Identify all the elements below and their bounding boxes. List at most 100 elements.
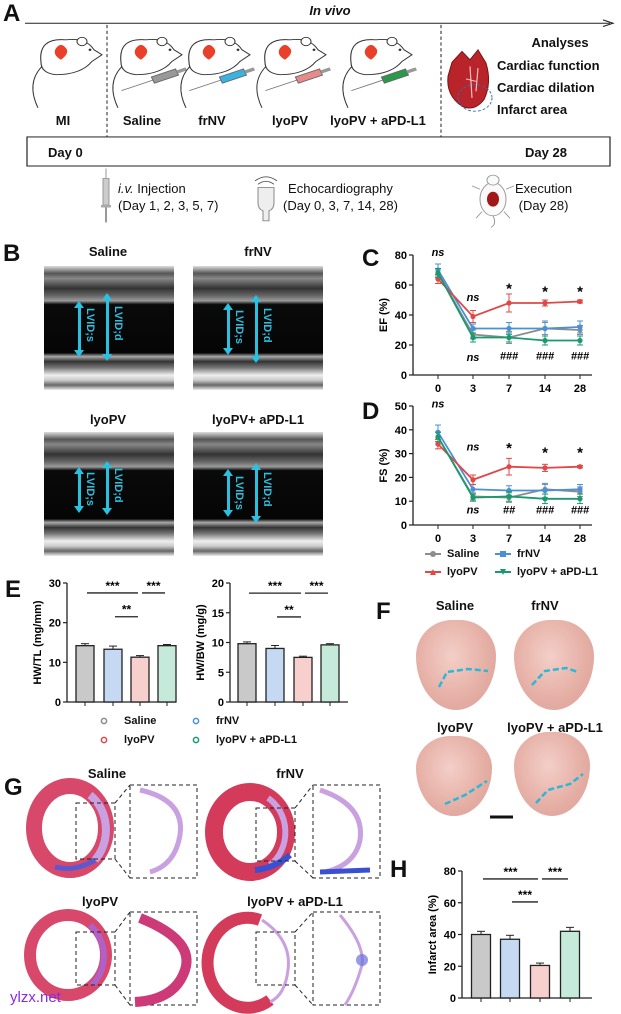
bar-frnv [265,644,285,706]
y-tick-label: 80 [395,250,407,262]
bar [559,930,581,999]
syringe-needle [351,79,384,92]
lvidd-label: LVID;d [112,306,124,341]
ultrasound-probe-icon [254,176,278,222]
heart-photo-frnv [514,620,594,710]
mouse-eye [88,48,92,51]
section-label-lyopv: lyoPV [81,894,119,909]
data-point [470,495,476,501]
bar-saline [470,930,492,1002]
x-tick-label: 3 [470,383,476,395]
mouse-ear [300,36,312,47]
y-tick-label: 20 [395,472,407,484]
mouse-injected-icon [112,36,188,109]
syringe-icon [351,67,418,92]
legend-marker [192,717,200,725]
x-tick-label: 0 [435,533,441,545]
lvidd-label: LVID;d [112,468,124,503]
syringe-plunger [176,67,188,74]
y-tick-label: 15 [212,608,224,620]
echo-image-saline: LVID;s LVID;d [44,266,174,390]
data-point [542,337,548,344]
y-tick-label: 50 [395,401,407,413]
mouse-ear [224,36,236,47]
legend-label: Saline [124,715,157,727]
step-echo-detail: (Day 0, 3, 7, 14, 28) [283,198,398,213]
series-frnv [435,424,583,499]
legend-marker [425,551,441,557]
significance-label: *** [548,865,562,879]
data-point [542,300,548,306]
section-label-frnv: frNV [276,766,304,781]
syringe-icon [265,67,332,92]
data-point [470,486,476,492]
y-tick-label: 30 [395,449,407,461]
significance-annotation: ### [571,505,590,517]
lvidd-label: LVID;d [261,472,273,507]
data-point [577,486,583,492]
echo-image-lyopv-apdl1: LVID;s LVID;d [193,432,323,556]
mouse-mi-icon [32,36,103,109]
y-tick-label: 0 [218,697,224,709]
data-point [577,464,583,470]
step-injection-detail: (Day 1, 2, 3, 5, 7) [118,198,219,213]
y-tick-label: 0 [450,993,456,1005]
x-tick-label: 28 [574,533,586,545]
significance-annotation: ## [503,505,516,517]
bar-saline [75,643,95,706]
significance-annotation: ns [467,352,480,364]
step-echo: Echocardiography (Day 0, 3, 7, 14, 28) [283,180,398,214]
heart-label-lyopv-apdl1: lyoPV + aPD-L1 [507,720,603,735]
legend-label: frNV [216,715,240,727]
lvids-label: LVID;s [84,472,96,507]
bar [320,644,340,703]
bar-lyopv [293,655,313,706]
mouse-tail [112,66,123,109]
significance-label: *** [518,888,532,902]
dissected-mouse-icon [471,174,515,228]
legend-marker [192,736,200,744]
significance-annotation: * [542,284,548,301]
significance-label: *** [503,865,517,879]
bar-frnv [499,934,521,1002]
significance-annotation: ns [467,441,480,453]
data-point [542,325,548,332]
lvidd-arrow [251,463,261,523]
legend-marker [495,551,511,557]
significance-annotation: ns [467,292,480,304]
panel-label-f: F [376,598,391,625]
significance-label: *** [309,579,323,593]
legend-label: frNV [517,548,541,560]
lvidd-label: LVID;d [261,308,273,343]
legend-label: Saline [447,548,480,560]
y-tick-label: 40 [444,930,456,942]
mouse-eye [168,48,172,51]
significance-annotation: ### [500,351,519,363]
y-axis-label: EF (%) [378,298,390,333]
mouse-heart [364,44,378,60]
mouse-tail [256,66,267,109]
y-axis-label: Infarct area (%) [427,894,439,974]
syringe-icon [189,67,256,92]
group-label-lyopv-apdl1: lyoPV + aPD-L1 [330,113,426,128]
y-tick-label: 30 [49,578,61,590]
mouse-eye [236,48,240,51]
panel-label-c: C [362,245,380,272]
echo-image-frnv: LVID;s LVID;d [193,266,323,390]
lvids-label: LVID;s [233,476,245,511]
section-label-lyopv-apdl1: lyoPV + aPD-L1 [247,894,343,909]
step-injection-italic: i.v. [118,181,134,196]
significance-annotation: ### [571,351,590,363]
section-lyopv [24,909,198,1007]
section-frnv [205,783,381,881]
significance-label: ** [122,603,132,617]
legend-e-lyopv: lyoPV [100,734,155,746]
legend-e-frnv: frNV [192,715,239,727]
legend-item-frnv: frNV [495,548,540,560]
data-point [577,496,583,502]
bar-lyopv-apd-l1 [559,926,581,1002]
section-saline [26,778,198,879]
lvidd-arrow [251,295,261,363]
y-tick-label: 5 [218,667,224,679]
